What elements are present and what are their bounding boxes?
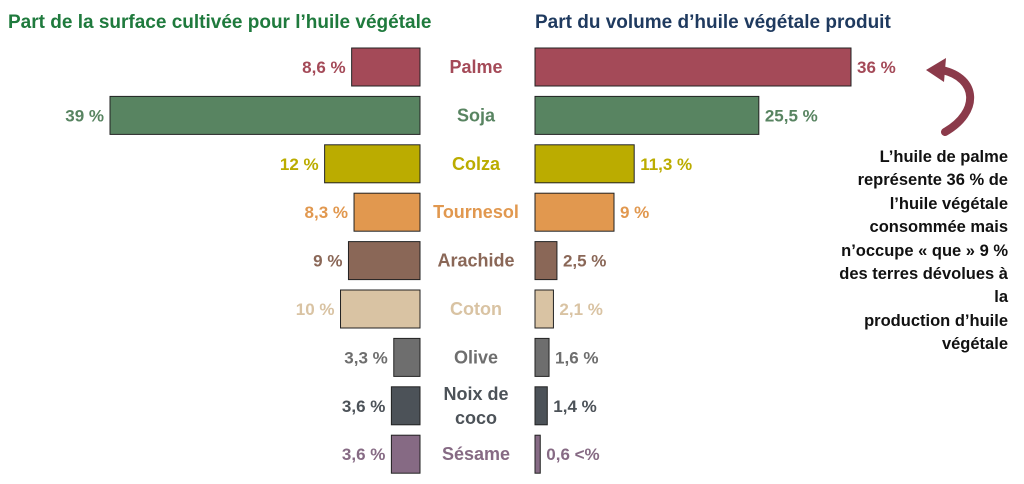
left-value-label-noix-de-coco: 3,6 % (342, 397, 385, 416)
right-bar-olive (534, 337, 550, 377)
annotation-line: L’huile de palme (879, 148, 1008, 166)
left-bar-palme (351, 47, 421, 87)
annotation-line: consommée mais (869, 218, 1008, 237)
right-bar-soja (534, 95, 760, 135)
right-bar-palme (534, 47, 852, 87)
right-value-label-olive: 1,6 % (555, 348, 598, 367)
category-label-sesame: Sésame (442, 444, 510, 464)
left-bar-olive (393, 337, 421, 377)
category-label-soja: Soja (457, 105, 496, 125)
annotation-line: représente 36 % de (857, 171, 1008, 190)
category-label-tournesol: Tournesol (433, 202, 519, 222)
right-value-label-noix-de-coco: 1,4 % (553, 397, 596, 416)
annotation-line: l’huile végétale (889, 194, 1008, 213)
left-bar-sesame (390, 434, 421, 474)
right-bar-tournesol (534, 192, 615, 232)
left-value-label-tournesol: 8,3 % (305, 203, 348, 222)
left-bar-coton (340, 289, 421, 329)
category-label-arachide: Arachide (437, 251, 514, 271)
right-bar-sesame (534, 434, 541, 474)
right-bar-coton (534, 289, 554, 329)
category-label-coton: Coton (450, 299, 502, 319)
category-label-noix-de-coco: Noix de coco (443, 384, 508, 428)
right-value-label-tournesol: 9 % (620, 203, 649, 222)
left-value-label-palme: 8,6 % (302, 58, 345, 77)
right-value-label-arachide: 2,5 % (563, 252, 606, 271)
right-chart-title: Part du volume d’huile végétale produit (535, 12, 891, 33)
left-value-label-soja: 39 % (65, 106, 104, 125)
annotation-text: L’huile de palme représente 36 % de l’huil… (836, 146, 1008, 357)
left-chart-title: Part de la surface cultivée pour l’huile… (8, 12, 431, 33)
category-label-colza: Colza (452, 154, 501, 174)
right-bar-arachide (534, 241, 558, 281)
right-bar-noix-de-coco (534, 386, 548, 426)
left-value-label-olive: 3,3 % (344, 348, 387, 367)
left-value-label-arachide: 9 % (313, 252, 342, 271)
left-bar-soja (109, 95, 421, 135)
left-value-label-sesame: 3,6 % (342, 445, 385, 464)
right-bar-colza (534, 144, 635, 184)
annotation-line: production d’huile (864, 311, 1008, 330)
annotation-line: des terres dévolues à la (839, 265, 1008, 307)
right-value-label-colza: 11,3 % (640, 155, 692, 174)
annotation-arrowhead (926, 58, 946, 82)
right-value-label-palme: 36 % (857, 58, 896, 77)
annotation-line: végétale (941, 335, 1008, 354)
category-label-palme: Palme (449, 57, 502, 77)
bars-group: 8,6 % 36 % Palme 39 % 25,5 % Soja 12 % 11,3 % Co… (65, 47, 896, 474)
left-bar-noix-de-coco (390, 386, 421, 426)
left-value-label-coton: 10 % (296, 300, 335, 319)
right-value-label-sesame: 0,6 <% (546, 445, 599, 464)
left-bar-arachide (347, 241, 421, 281)
annotation-arrow-curve (938, 66, 975, 136)
annotation-line: n’occupe « que » 9 % (841, 241, 1008, 260)
right-value-label-soja: 25,5 % (765, 106, 818, 125)
category-label-olive: Olive (454, 347, 498, 367)
left-value-label-colza: 12 % (280, 155, 319, 174)
left-bar-tournesol (353, 192, 421, 232)
left-bar-colza (324, 144, 421, 184)
right-value-label-coton: 2,1 % (559, 300, 602, 319)
